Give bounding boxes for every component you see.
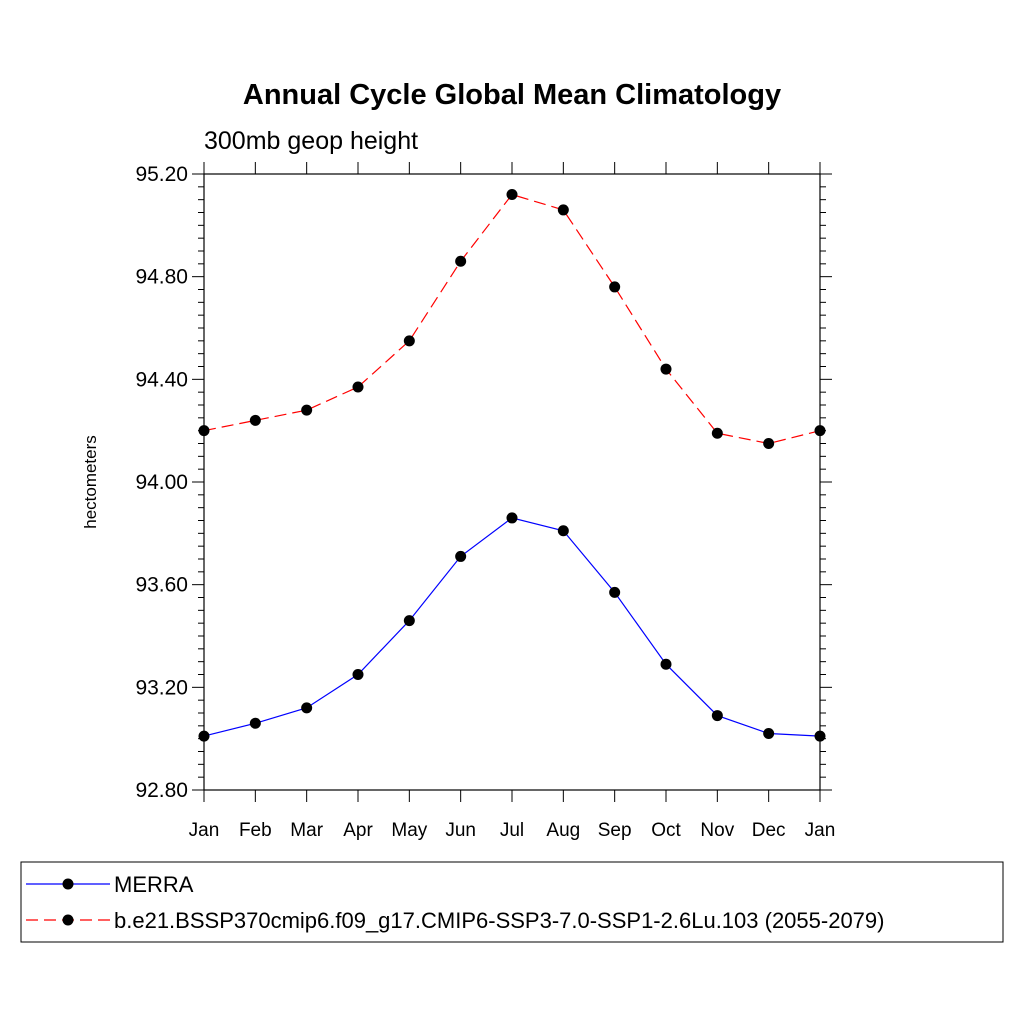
series-1-point xyxy=(455,550,467,562)
series-2-point xyxy=(557,204,569,216)
series-layer xyxy=(198,189,826,742)
series-2-point xyxy=(301,404,313,416)
series-2-point xyxy=(660,363,672,375)
x-tick-label: Oct xyxy=(651,820,681,841)
series-2-point xyxy=(763,438,775,449)
series-2-point xyxy=(609,281,621,293)
x-tick-label: Apr xyxy=(343,820,373,841)
x-tick-label: Dec xyxy=(752,820,786,841)
axis-ticks: 92.80 93.20 93.60 94.00 94.40 94.80 95.20 Jan Fe… xyxy=(135,162,835,841)
series-line-1 xyxy=(203,517,821,737)
series-1-point xyxy=(198,730,210,742)
x-tick-label: Jun xyxy=(445,820,476,841)
y-tick-label: 94.40 xyxy=(135,368,188,391)
y-tick-label: 92.80 xyxy=(135,779,188,802)
y-tick-label: 94.80 xyxy=(135,266,188,289)
series-2-point xyxy=(198,425,210,437)
series-1-point xyxy=(249,717,261,729)
series-1-point xyxy=(352,669,364,680)
x-tick-label: Nov xyxy=(700,820,734,841)
legend-label-2: b.e21.BSSP370cmip6.f09_g17.CMIP6-SSP3-7.… xyxy=(114,908,884,933)
series-line-2 xyxy=(203,193,821,445)
series-2-point xyxy=(249,414,261,426)
legend-label-1: MERRA xyxy=(114,872,194,897)
series-2-point xyxy=(455,255,467,267)
legend-marker-1 xyxy=(62,878,74,890)
x-tick-label: Jul xyxy=(500,820,524,841)
series-1-point xyxy=(763,728,775,740)
legend-marker-2 xyxy=(62,914,74,926)
plot-frame xyxy=(203,173,821,791)
series-2-point xyxy=(403,335,415,347)
y-tick-label: 93.20 xyxy=(135,676,188,699)
series-1-point xyxy=(557,525,569,537)
legend: MERRA b.e21.BSSP370cmip6.f09_g17.CMIP6-SS… xyxy=(26,872,884,933)
y-tick-label: 95.20 xyxy=(135,163,188,186)
series-2-point xyxy=(711,427,723,439)
series-1-point xyxy=(814,730,826,742)
legend-box xyxy=(20,861,1004,943)
series-2-point xyxy=(506,189,518,201)
chart-title: Annual Cycle Global Mean Climatology xyxy=(243,79,781,111)
x-tick-label: Jan xyxy=(805,820,836,841)
y-tick-label: 93.60 xyxy=(135,574,188,597)
x-tick-label: Sep xyxy=(598,820,632,841)
series-1-point xyxy=(301,702,313,714)
series-2-point xyxy=(814,425,826,437)
chart-subtitle: 300mb geop height xyxy=(204,127,418,155)
series-1-point xyxy=(506,512,518,524)
x-tick-label: Jan xyxy=(189,820,220,841)
series-1-point xyxy=(711,710,723,722)
x-tick-label: Aug xyxy=(546,820,580,841)
series-1-point xyxy=(609,586,621,598)
series-1-point xyxy=(660,658,672,670)
y-tick-label: 94.00 xyxy=(135,471,188,494)
series-1-point xyxy=(403,615,415,627)
series-2-point xyxy=(352,381,364,393)
y-axis-label: hectometers xyxy=(81,435,100,529)
x-tick-label: Feb xyxy=(239,820,272,841)
x-tick-label: May xyxy=(391,820,427,841)
x-tick-label: Mar xyxy=(290,820,323,841)
